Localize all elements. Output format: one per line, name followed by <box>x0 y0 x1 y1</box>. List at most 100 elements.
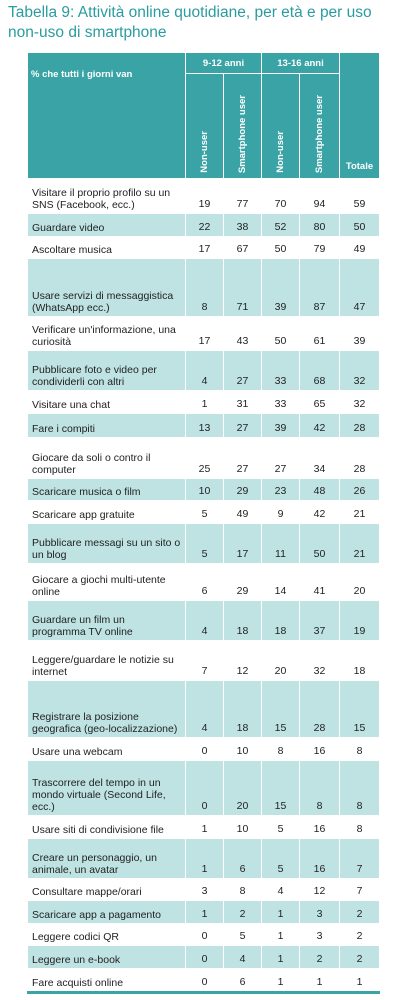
table-row: Leggere codici QR 0 5 1 3 2 <box>27 923 380 946</box>
cell-value: 18 <box>223 680 262 738</box>
cell-value: 52 <box>261 213 300 237</box>
column-header: Non-user <box>275 131 286 173</box>
column-header: Totale <box>339 52 380 179</box>
cell-value: 20 <box>261 640 300 681</box>
cell-value: 4 <box>261 878 300 901</box>
cell-value: 32 <box>339 350 380 391</box>
cell-value: 29 <box>223 478 262 501</box>
cell-value: 19 <box>185 178 224 214</box>
cell-value: 67 <box>223 236 262 259</box>
cell-value: 28 <box>299 680 340 738</box>
cell-value: 16 <box>299 815 340 839</box>
cell-value: 33 <box>261 390 300 414</box>
cell-value: 0 <box>185 945 224 969</box>
row-label: Usare servizi di messaggistica (WhatsApp… <box>27 258 186 317</box>
cell-value: 17 <box>185 316 224 351</box>
cell-value: 71 <box>223 258 262 317</box>
cell-value: 8 <box>223 878 262 901</box>
cell-value: 7 <box>339 878 380 901</box>
row-label: Leggere codici QR <box>27 923 186 946</box>
cell-value: 15 <box>339 680 380 738</box>
cell-value: 8 <box>261 737 300 761</box>
group-header: 13-16 anni <box>261 52 340 74</box>
cell-value: 18 <box>223 600 262 641</box>
cell-value: 1 <box>185 815 224 839</box>
cell-value: 15 <box>261 760 300 816</box>
cell-value: 42 <box>299 500 340 524</box>
cell-value: 6 <box>223 968 262 993</box>
cell-value: 50 <box>339 213 380 237</box>
cell-value: 33 <box>261 350 300 391</box>
cell-value: 12 <box>299 878 340 901</box>
row-label: Pubblicare messagi su un sito o un blog <box>27 523 186 564</box>
cell-value: 9 <box>261 500 300 524</box>
cell-value: 47 <box>339 258 380 317</box>
cell-value: 79 <box>299 236 340 259</box>
table-row: Usare servizi di messaggistica (WhatsApp… <box>27 258 380 317</box>
cell-value: 59 <box>339 178 380 214</box>
cell-value: 5 <box>261 838 300 879</box>
cell-value: 0 <box>185 737 224 761</box>
table-row: Visitare il proprio profilo su un SNS (F… <box>27 178 380 214</box>
table-row: Giocare a giochi multi-utente online 6 29 1… <box>27 563 380 601</box>
row-label: Guardare un film un programma TV online <box>27 600 186 641</box>
row-label: Visitare una chat <box>27 390 186 414</box>
cell-value: 5 <box>185 523 224 564</box>
column-header: Smartphone user <box>237 94 248 173</box>
table-body: Visitare il proprio profilo su un SNS (F… <box>27 178 380 993</box>
row-label: Giocare a giochi multi-utente online <box>27 563 186 601</box>
cell-value: 2 <box>339 923 380 946</box>
cell-value: 0 <box>185 968 224 993</box>
table-row: Ascoltare musica 17 67 50 79 49 <box>27 236 380 259</box>
table-row: Usare una webcam 0 10 8 16 8 <box>27 737 380 761</box>
cell-value: 50 <box>261 316 300 351</box>
table-row: Scaricare app gratuite 5 49 9 42 21 <box>27 500 380 524</box>
table-row: Pubblicare foto e video per condividerli… <box>27 350 380 391</box>
cell-value: 42 <box>299 413 340 438</box>
cell-value: 8 <box>339 760 380 816</box>
cell-value: 8 <box>339 815 380 839</box>
row-label: Fare acquisti online <box>27 968 186 993</box>
table-row: Leggere un e-book 0 4 1 2 2 <box>27 945 380 969</box>
cell-value: 32 <box>299 640 340 681</box>
table-row: Registrare la posizione geografica (geo-… <box>27 680 380 738</box>
cell-value: 77 <box>223 178 262 214</box>
cell-value: 21 <box>339 500 380 524</box>
table-row: Fare i compiti 13 27 39 42 28 <box>27 413 380 438</box>
row-label: Consultare mappe/orari <box>27 878 186 901</box>
cell-value: 8 <box>185 258 224 317</box>
cell-value: 65 <box>299 390 340 414</box>
header-label: % che tutti i giorni van <box>27 52 186 179</box>
cell-value: 2 <box>339 945 380 969</box>
cell-value: 7 <box>339 838 380 879</box>
cell-value: 31 <box>223 390 262 414</box>
cell-value: 49 <box>223 500 262 524</box>
cell-value: 13 <box>185 413 224 438</box>
cell-value: 16 <box>299 838 340 879</box>
cell-value: 2 <box>223 900 262 924</box>
cell-value: 1 <box>261 968 300 993</box>
column-header: Smartphone user <box>314 94 325 173</box>
row-label: Usare una webcam <box>27 737 186 761</box>
cell-value: 17 <box>185 236 224 259</box>
row-label: Guardare video <box>27 213 186 237</box>
cell-value: 0 <box>185 760 224 816</box>
cell-value: 50 <box>299 523 340 564</box>
cell-value: 80 <box>299 213 340 237</box>
table-title: Tabella 9: Attività online quotidiane, p… <box>8 4 372 41</box>
cell-value: 21 <box>339 523 380 564</box>
cell-value: 68 <box>299 350 340 391</box>
table-row: Usare siti di condivisione file 1 10 5 16 8 <box>27 815 380 839</box>
table-row: Scaricare musica o film 10 29 23 48 26 <box>27 478 380 501</box>
cell-value: 3 <box>299 900 340 924</box>
cell-value: 26 <box>339 478 380 501</box>
cell-value: 41 <box>299 563 340 601</box>
row-label: Registrare la posizione geografica (geo-… <box>27 680 186 738</box>
cell-value: 1 <box>261 900 300 924</box>
cell-value: 39 <box>261 258 300 317</box>
table-row: Guardare video 22 38 52 80 50 <box>27 213 380 237</box>
cell-value: 61 <box>299 316 340 351</box>
table-row: Guardare un film un programma TV online 4… <box>27 600 380 641</box>
group-header: 9-12 anni <box>185 52 262 74</box>
cell-value: 6 <box>223 838 262 879</box>
